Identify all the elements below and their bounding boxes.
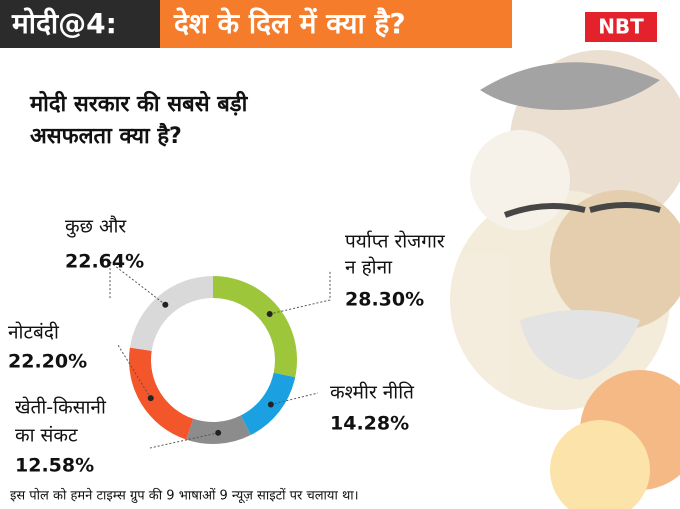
- donut-slice: [128, 347, 194, 440]
- leader-dot: [267, 401, 274, 408]
- slice-label: पर्याप्त रोजगार: [345, 230, 446, 253]
- leader-dot: [147, 395, 154, 402]
- footer: इस पोल को हमने टाइम्स ग्रुप की 9 भाषाओं …: [10, 488, 359, 504]
- leader-dot: [215, 429, 222, 436]
- value-label: 22.64%: [65, 251, 144, 273]
- slice-label: कश्मीर नीति: [330, 381, 415, 404]
- leader-line: [269, 270, 331, 315]
- slice-label: कुछ और: [65, 215, 127, 239]
- leader-line: [109, 260, 166, 306]
- header-tag: मोदी@4:: [11, 7, 117, 40]
- leader-line: [270, 392, 319, 406]
- header-tag-bg: [0, 0, 160, 48]
- slice-label: का संकट: [15, 425, 78, 447]
- donut-slice: [213, 276, 297, 378]
- value-label: 14.28%: [330, 413, 409, 435]
- chart-title: मोदी सरकार की सबसे बड़ी: [29, 90, 249, 117]
- slice-label: नोटबंदी: [8, 321, 60, 344]
- value-label: 28.30%: [345, 289, 424, 311]
- slice-label: न होना: [345, 256, 393, 279]
- donut-chart: पर्याप्त रोजगार न होना 28.30% कश्मीर नीति 14…: [8, 215, 446, 477]
- donut-slice: [129, 276, 213, 351]
- logo-box: [585, 12, 657, 42]
- slice-label: खेती-किसानी: [15, 396, 107, 419]
- header-headline-bg: [160, 0, 512, 48]
- value-label: 22.20%: [8, 351, 87, 373]
- chart-title: असफलता क्या है?: [30, 122, 182, 149]
- portrait-art: [450, 50, 680, 509]
- header-headline: देश के दिल में क्या है?: [173, 7, 406, 40]
- value-label: 12.58%: [15, 455, 94, 477]
- leader-dot: [266, 311, 273, 318]
- leader-dot: [162, 301, 169, 308]
- logo: NBT: [598, 15, 644, 39]
